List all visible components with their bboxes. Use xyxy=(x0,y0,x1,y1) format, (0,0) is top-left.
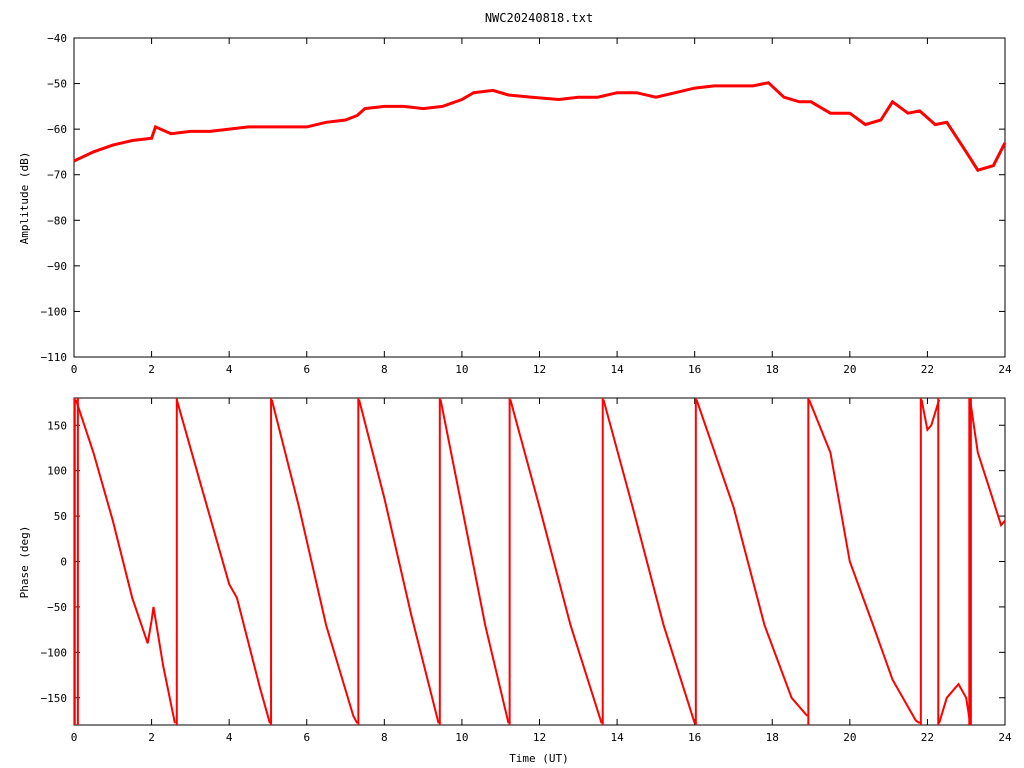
amplitude-xtick-label: 0 xyxy=(71,363,78,376)
phase-xtick-label: 10 xyxy=(455,731,468,744)
phase-axis-label: Phase (deg) xyxy=(18,526,31,599)
phase-ytick-label: 50 xyxy=(54,510,67,523)
amplitude-xtick-label: 12 xyxy=(533,363,546,376)
phase-series-line xyxy=(695,399,808,717)
phase-ytick-label: −50 xyxy=(47,601,67,614)
amplitude-ytick-label: −100 xyxy=(41,305,68,318)
amplitude-xtick-label: 14 xyxy=(610,363,624,376)
amplitude-ytick-label: −50 xyxy=(47,78,67,91)
phase-xtick-label: 6 xyxy=(303,731,310,744)
phase-xtick-label: 18 xyxy=(766,731,779,744)
amplitude-xtick-label: 16 xyxy=(688,363,701,376)
phase-xtick-label: 24 xyxy=(998,731,1012,744)
phase-xtick-label: 22 xyxy=(921,731,934,744)
chart-title: NWC20240818.txt xyxy=(485,11,593,25)
phase-xtick-label: 14 xyxy=(610,731,624,744)
phase-xtick-label: 16 xyxy=(688,731,701,744)
phase-xtick-label: 20 xyxy=(843,731,856,744)
phase-series-line xyxy=(358,399,440,724)
amplitude-xtick-label: 10 xyxy=(455,363,468,376)
phase-series-line xyxy=(509,399,603,724)
phase-xtick-label: 4 xyxy=(226,731,233,744)
amplitude-axis-label: Amplitude (dB) xyxy=(18,152,31,245)
phase-ytick-label: −100 xyxy=(41,646,68,659)
phase-series-line xyxy=(920,399,941,433)
amplitude-xtick-label: 6 xyxy=(303,363,310,376)
phase-xtick-label: 0 xyxy=(71,731,78,744)
phase-series-line xyxy=(439,399,510,724)
phase-series-line xyxy=(175,399,271,724)
amplitude-series-line xyxy=(73,81,1007,172)
amplitude-ytick-label: −110 xyxy=(41,351,68,364)
phase-xtick-label: 2 xyxy=(148,731,155,744)
amplitude-ytick-label: −80 xyxy=(47,214,67,227)
phase-series-line xyxy=(969,399,1006,528)
amplitude-xtick-label: 4 xyxy=(226,363,233,376)
amplitude-xtick-label: 22 xyxy=(921,363,934,376)
phase-plot: 0 2 4 6 8 10 12 14 16 18 20 22 24−150−100−5005010015… xyxy=(41,397,1012,744)
phase-series-line xyxy=(938,682,972,724)
time-axis-label: Time (UT) xyxy=(509,752,569,765)
amplitude-ytick-label: −40 xyxy=(47,32,67,45)
amplitude-ytick-label: −70 xyxy=(47,169,67,182)
phase-series-line xyxy=(270,399,359,724)
amplitude-ytick-label: −90 xyxy=(47,260,67,273)
phase-ytick-label: 150 xyxy=(47,419,67,432)
amplitude-xtick-label: 8 xyxy=(381,363,388,376)
amplitude-xtick-label: 18 xyxy=(766,363,779,376)
amplitude-ytick-label: −60 xyxy=(47,123,67,136)
phase-ytick-label: 100 xyxy=(47,465,67,478)
phase-series-line xyxy=(808,399,921,725)
amplitude-plot: 0 2 4 6 8 10 12 14 16 18 20 22 24−110−100−90−80−70−6… xyxy=(41,32,1012,376)
phase-xtick-label: 8 xyxy=(381,731,388,744)
phase-series-line xyxy=(74,399,176,724)
amplitude-xtick-label: 20 xyxy=(843,363,856,376)
phase-xtick-label: 12 xyxy=(533,731,546,744)
phase-ytick-label: 0 xyxy=(60,556,67,569)
phase-series-line xyxy=(602,399,696,724)
phase-ytick-label: −150 xyxy=(41,692,68,705)
amplitude-xtick-label: 24 xyxy=(998,363,1012,376)
amplitude-xtick-label: 2 xyxy=(148,363,155,376)
